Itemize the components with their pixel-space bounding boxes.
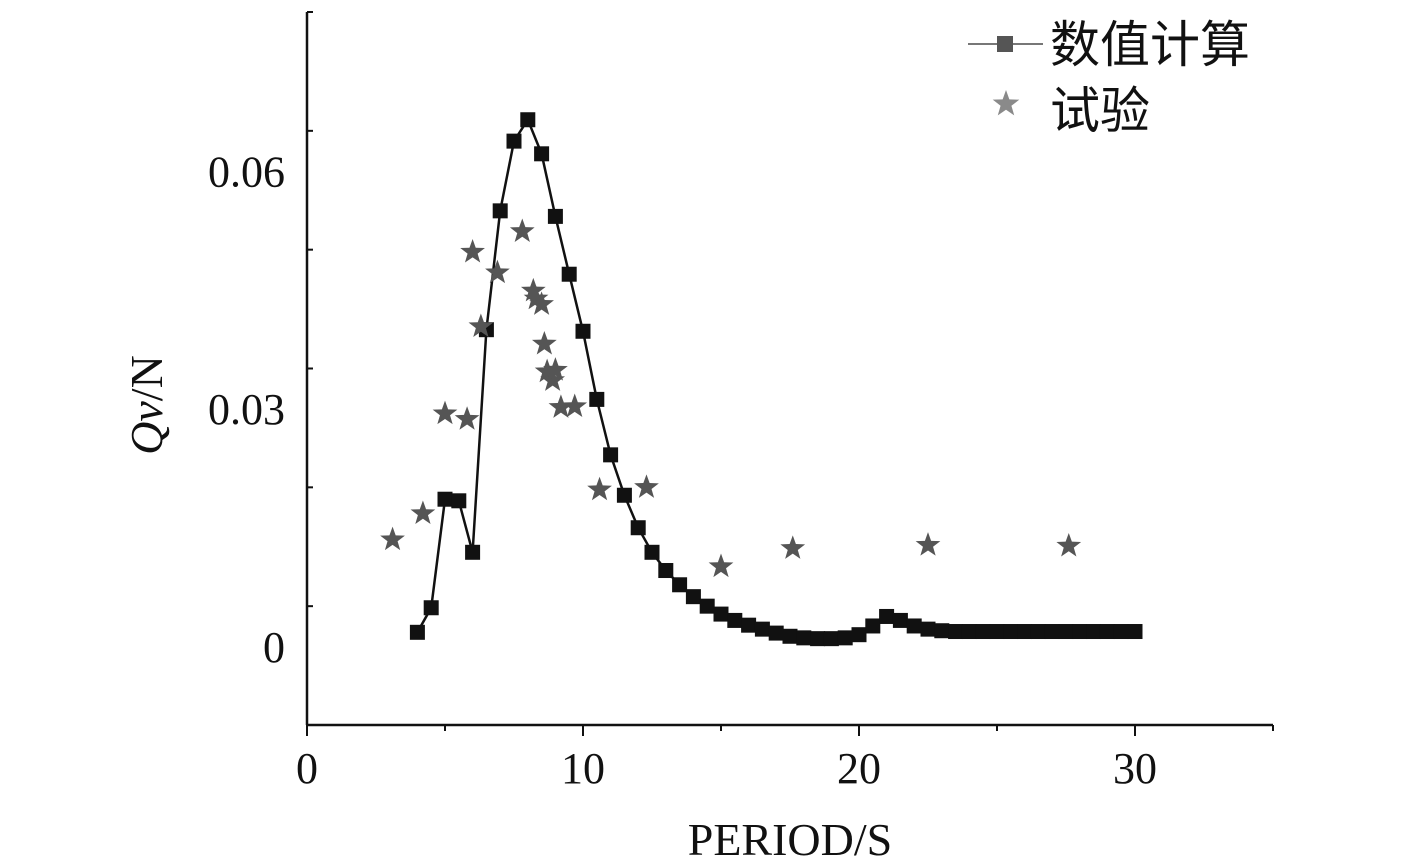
data-point-square [810, 631, 826, 647]
tick-labels: 0 10 20 30 0 0.03 0.06 [208, 147, 1157, 793]
data-point-square [685, 589, 701, 605]
data-point-star [509, 218, 535, 242]
data-point-square [534, 146, 550, 162]
data-point-square [1003, 624, 1019, 640]
series-1 [380, 218, 1082, 578]
data-point-square [506, 133, 522, 149]
data-point-star [548, 394, 574, 418]
data-point-square [934, 623, 950, 639]
legend-marker-numerical [997, 36, 1013, 52]
data-point-square [1017, 624, 1033, 640]
data-point-square [851, 627, 867, 643]
data-series [380, 112, 1143, 647]
data-point-square [672, 577, 688, 593]
data-point-square [906, 618, 922, 634]
data-point-square [727, 612, 743, 628]
x-axis-title: PERIOD/S [688, 814, 892, 865]
data-point-square [465, 544, 481, 560]
x-tick-label: 10 [561, 744, 605, 793]
data-point-star [562, 393, 588, 418]
data-point-square [1086, 624, 1102, 640]
data-point-square [423, 600, 439, 616]
data-point-star [454, 406, 480, 430]
tick-marks [306, 11, 1274, 736]
data-point-square [492, 203, 508, 219]
data-point-square [823, 631, 839, 647]
data-point-square [796, 630, 812, 646]
data-point-star [529, 291, 554, 315]
data-point-star [540, 367, 565, 391]
data-point-square [768, 625, 784, 641]
data-point-square [603, 447, 619, 463]
data-point-square [520, 112, 536, 128]
data-point-square [989, 624, 1005, 640]
data-point-star [460, 239, 485, 263]
data-point-star [587, 476, 612, 501]
data-point-square [1058, 624, 1074, 640]
data-point-square [616, 487, 632, 503]
data-point-square [699, 598, 715, 614]
data-point-square [975, 624, 991, 640]
data-point-square [451, 493, 467, 509]
data-point-square [754, 621, 770, 637]
data-point-square [865, 618, 881, 634]
y-tick-label: 0 [263, 623, 285, 672]
data-point-square [961, 624, 977, 640]
data-point-star [432, 400, 458, 425]
data-point-square [892, 612, 908, 628]
data-point-square [561, 266, 577, 282]
y-axis-title-symbol: Qv [121, 401, 172, 455]
legend-marker-experiment [992, 90, 1020, 116]
data-point-square [1127, 624, 1143, 640]
data-point-star [915, 532, 941, 556]
data-point-square [1099, 624, 1115, 640]
y-axis-title: Qv/N [121, 355, 172, 455]
data-point-square [437, 491, 453, 507]
data-point-square [589, 391, 605, 407]
data-point-star [520, 277, 546, 302]
data-point-star [380, 526, 405, 551]
data-point-star [523, 285, 549, 310]
data-point-star [468, 313, 494, 338]
legend: 数值计算 试验 [968, 17, 1250, 139]
data-point-star [634, 474, 659, 498]
series-0 [409, 112, 1143, 647]
data-point-star [543, 357, 568, 381]
legend-label-numerical: 数值计算 [1050, 17, 1250, 73]
data-point-square [575, 323, 591, 339]
legend-label-experiment: 试验 [1050, 83, 1150, 139]
data-point-square [879, 608, 895, 624]
y-tick-label: 0.03 [208, 385, 285, 434]
data-point-star [532, 330, 557, 355]
data-point-star [780, 535, 806, 559]
x-tick-label: 30 [1113, 744, 1157, 793]
data-point-square [782, 628, 798, 644]
data-point-square [920, 621, 936, 637]
data-point-square [948, 624, 964, 640]
data-point-square [1030, 624, 1046, 640]
data-point-square [644, 544, 660, 560]
data-point-square [1072, 624, 1088, 640]
data-point-square [713, 606, 729, 622]
legend-star-shape [992, 90, 1020, 116]
data-point-star [534, 358, 560, 383]
data-point-square [547, 208, 563, 224]
x-tick-label: 0 [296, 744, 318, 793]
data-point-star [410, 500, 436, 524]
data-point-star [485, 259, 510, 284]
y-tick-label: 0.06 [208, 147, 285, 196]
data-point-square [409, 624, 425, 640]
data-point-star [1056, 532, 1082, 557]
y-axis-title-unit: /N [121, 355, 172, 401]
x-tick-label: 20 [837, 744, 881, 793]
series-line [416, 116, 1135, 640]
data-point-square [1044, 624, 1060, 640]
data-point-square [837, 630, 853, 646]
data-point-square [658, 563, 674, 579]
data-point-star [708, 553, 734, 578]
data-point-square [1113, 624, 1129, 640]
data-point-square [630, 520, 646, 536]
data-point-square [741, 617, 757, 633]
